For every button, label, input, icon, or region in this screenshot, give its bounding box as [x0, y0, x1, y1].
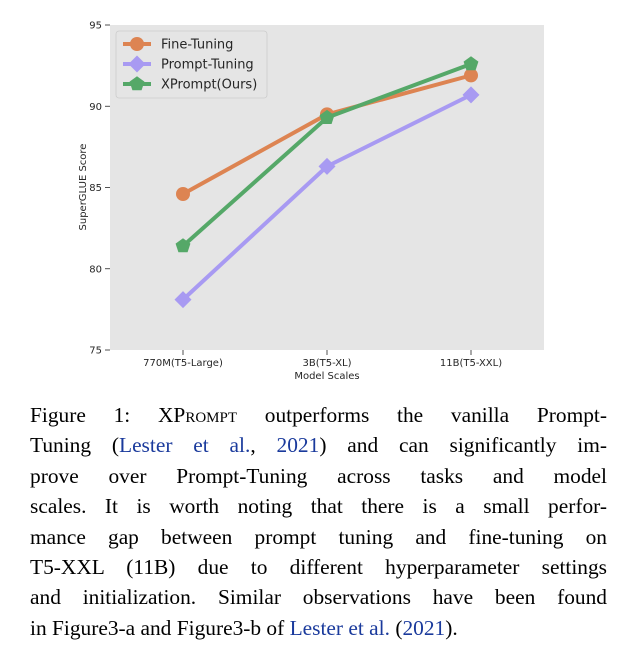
y-tick-label: 90 — [89, 102, 102, 113]
data-point-pentagon — [463, 56, 479, 71]
citation-link[interactable]: Lester et al. — [289, 615, 390, 640]
y-axis-title: SuperGLUE Score — [78, 144, 89, 231]
y-axis: 75 80 85 90 95 — [89, 21, 110, 357]
y-tick-label: 75 — [89, 346, 102, 357]
legend: Fine-Tuning Prompt-Tuning XPrompt(Ours) — [115, 30, 268, 99]
citation-year-link[interactable]: 2021 — [276, 433, 320, 458]
x-axis-title: Model Scales — [294, 371, 359, 382]
data-point-diamond — [462, 86, 480, 104]
x-tick-label: 3B(T5-XL) — [302, 358, 351, 369]
x-tick-label: 11B(T5-XXL) — [440, 358, 502, 369]
legend-swatch-marker — [130, 37, 144, 51]
series-group — [174, 56, 480, 309]
caption-line-5: mance gap between prompt tuning and fine… — [30, 524, 607, 549]
legend-box — [115, 30, 268, 99]
data-point-diamond — [174, 291, 192, 309]
y-tick-label: 95 — [89, 21, 102, 32]
legend-swatch-marker — [129, 76, 145, 91]
legend-swatch-marker — [128, 55, 146, 73]
legend-label: Fine-Tuning — [161, 38, 233, 53]
y-tick-label: 85 — [89, 183, 102, 194]
data-point-diamond — [318, 157, 336, 175]
caption-line-2: Tuning (Lester et al., 2021) and can sig… — [30, 433, 607, 458]
citation-year-link[interactable]: 2021 — [402, 615, 446, 640]
legend-label: XPrompt(Ours) — [161, 78, 257, 93]
caption-line-1: Figure 1: XPrompt outperforms the vanill… — [30, 403, 607, 427]
x-tick-label: 770M(T5-Large) — [143, 358, 223, 369]
caption-line-7: and initialization. Similar observations… — [30, 585, 607, 610]
data-point-circle — [464, 68, 478, 83]
data-point-pentagon — [175, 238, 191, 253]
caption-line-4: scales. It is worth noting that there is… — [30, 494, 607, 519]
data-point-pentagon — [319, 109, 335, 124]
legend-label: Prompt-Tuning — [161, 58, 254, 73]
data-point-circle — [176, 187, 190, 201]
figure-caption: Figure 1: XPrompt outperforms the vanill… — [30, 400, 607, 643]
caption-line-8: in Figure3-a and Figure3-b of Lester et … — [30, 615, 458, 640]
caption-line-6: T5-XXL (11B) due to different hyperparam… — [30, 555, 607, 580]
chart: 75 80 85 90 95 770M(T5-Large) 3B(T5-XL) 11B(T5… — [78, 21, 544, 382]
x-axis: 770M(T5-Large) 3B(T5-XL) 11B(T5-XXL) — [143, 350, 502, 369]
citation-link[interactable]: Lester et al. — [119, 433, 251, 458]
y-tick-label: 80 — [89, 264, 102, 275]
caption-line-3: prove over Prompt-Tuning across tasks an… — [30, 463, 607, 488]
